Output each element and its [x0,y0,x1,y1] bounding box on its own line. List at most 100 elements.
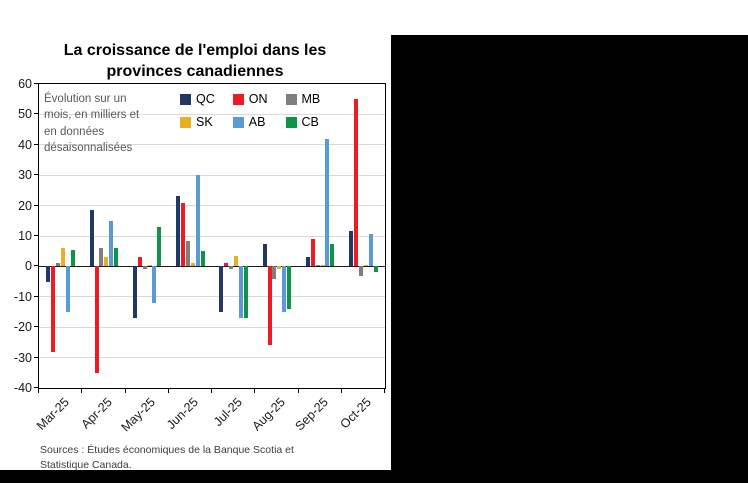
bar-ab-aug-25 [282,266,287,312]
legend: QC ON MB SK AB CB [180,92,320,129]
gridline [39,357,385,359]
x-axis-tick [81,389,83,393]
bar-ab-sep-25 [325,138,330,267]
chart-annotation: Évolution sur un mois, en milliers et en… [44,93,140,154]
bar-sk-oct-25 [363,264,368,267]
gridline [39,296,385,298]
bar-qc-jul-25 [219,266,224,312]
bar-sk-apr-25 [104,257,109,267]
bar-cb-aug-25 [287,266,292,309]
y-axis-tick-label: 50 [18,107,32,122]
bar-cb-oct-25 [373,266,378,273]
bar-sk-jun-25 [190,263,195,267]
y-axis-tick-label: 60 [18,77,32,91]
gridline [39,144,385,146]
legend-label-sk: SK [196,115,213,129]
bar-qc-may-25 [132,266,137,319]
legend-swatch-ab [232,116,244,128]
bar-qc-jun-25 [176,196,181,267]
source-line-2: Statistique Canada. [40,459,132,470]
legend-swatch-on [232,93,244,105]
bar-sk-sep-25 [320,264,325,267]
legend-label-on: ON [248,92,268,106]
bar-mb-jul-25 [229,266,234,270]
y-axis-tick [34,235,38,236]
bar-ab-jul-25 [238,266,243,319]
bar-qc-oct-25 [349,231,354,267]
y-axis-tick-label: 0 [25,259,32,274]
plot-area [38,83,386,389]
y-axis-tick-label: -30 [13,350,32,365]
bar-mb-oct-25 [358,266,363,276]
legend-label-mb: MB [301,92,321,106]
zero-axis-line [39,265,385,267]
x-axis-tick [384,389,385,393]
bar-sk-mar-25 [61,248,66,267]
x-axis-tick [38,389,39,393]
y-axis-tick [34,143,38,145]
source-note: Sources : Études économiques de la Banqu… [40,443,294,470]
bar-on-mar-25 [51,266,56,352]
bar-mb-mar-25 [56,263,61,267]
y-axis-tick [34,387,38,388]
bar-qc-aug-25 [262,243,267,267]
y-axis-tick-label: 30 [18,168,32,183]
y-axis-tick [34,113,38,115]
bar-cb-sep-25 [330,243,335,267]
y-axis-tick [34,295,38,297]
gridline [39,205,385,207]
bar-cb-mar-25 [70,249,75,267]
legend-item-ab: AB [232,115,268,129]
y-axis-tick-label: -40 [13,381,32,395]
bar-on-jul-25 [224,263,229,267]
bar-mb-may-25 [142,266,147,270]
bar-ab-jun-25 [195,175,200,267]
y-axis-tick-label: -20 [13,320,32,335]
bar-mb-sep-25 [315,264,320,267]
x-axis-tick [167,389,169,393]
bar-on-oct-25 [354,99,359,267]
legend-swatch-cb [285,116,297,128]
x-axis-tick [211,389,212,393]
bar-on-aug-25 [267,266,272,346]
legend-item-on: ON [232,92,268,106]
legend-label-cb: CB [301,115,319,129]
bar-ab-oct-25 [368,234,373,267]
y-axis-tick-label: -10 [13,289,32,304]
legend-item-qc: QC [180,92,215,106]
bar-cb-jun-25 [200,251,205,267]
bar-sk-aug-25 [277,266,282,270]
y-axis-tick [34,83,38,84]
y-axis-tick [34,326,38,328]
gridline [39,326,385,328]
chart-panel: La croissance de l'emploi dans les provi… [0,35,391,470]
bar-sk-may-25 [147,264,152,267]
legend-item-mb: MB [285,92,321,106]
x-axis-tick [297,389,299,393]
bar-sk-jul-25 [234,255,239,267]
legend-item-cb: CB [285,115,321,129]
bar-mb-apr-25 [99,248,104,267]
chart-title: La croissance de l'emploi dans les provi… [63,42,327,80]
bar-mb-jun-25 [185,240,190,267]
x-axis-tick [254,389,256,393]
gridline [39,113,385,115]
bar-ab-mar-25 [65,266,70,312]
legend-label-qc: QC [196,92,215,106]
y-axis-tick-label: 20 [18,198,32,213]
bar-qc-sep-25 [305,257,310,267]
bar-qc-mar-25 [46,266,51,282]
legend-swatch-mb [285,93,297,105]
x-axis-tick [124,389,126,393]
legend-item-sk: SK [180,115,215,129]
legend-swatch-qc [180,93,191,105]
gridline [39,235,385,237]
legend-label-ab: AB [248,115,266,129]
y-axis-tick-label: 40 [18,137,32,152]
source-line-1: Sources : Études économiques de la Banqu… [40,444,294,456]
top-strip [0,0,748,35]
bar-mb-aug-25 [272,266,277,279]
bar-on-jun-25 [181,202,186,267]
gridline [39,174,385,176]
